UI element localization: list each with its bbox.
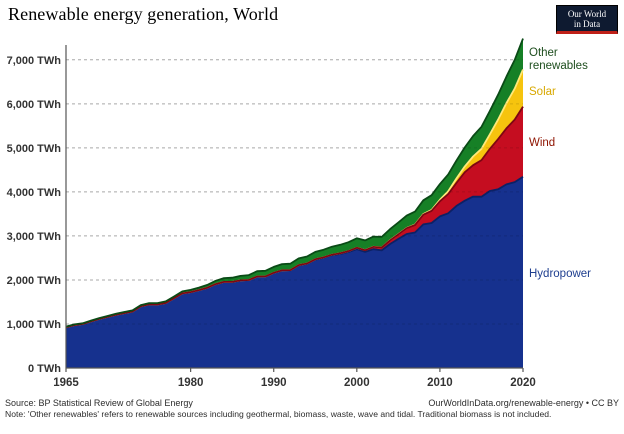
y-tick-label-7000: 7,000 TWh — [7, 55, 62, 67]
area-edge-other-renewables — [65, 38, 524, 328]
y-tick-label-0: 0 TWh — [28, 363, 61, 375]
y-tick-label-1000: 1,000 TWh — [7, 319, 62, 331]
area-wind[interactable] — [66, 106, 523, 328]
x-tick-label-2010: 2010 — [427, 377, 453, 389]
owid-logo-line2: in Data — [573, 18, 601, 29]
y-tick-label-6000: 6,000 TWh — [7, 99, 62, 111]
x-tick-label-1990: 1990 — [261, 377, 287, 389]
y-tick-label-3000: 3,000 TWh — [7, 231, 62, 243]
legend-label-solar[interactable]: Solar — [529, 86, 556, 98]
owid-logo[interactable]: Our World in Data — [556, 5, 618, 34]
chart-footer: Source: BP Statistical Review of Global … — [5, 398, 619, 419]
x-tick-label-2020: 2020 — [510, 377, 536, 389]
legend-label-hydropower[interactable]: Hydropower — [529, 268, 591, 280]
y-tick-label-5000: 5,000 TWh — [7, 143, 62, 155]
legend-label-other-renewables[interactable]: Other renewables — [529, 47, 588, 72]
attribution-link[interactable]: OurWorldInData.org/renewable-energy • CC… — [428, 398, 619, 408]
x-tick-label-1965: 1965 — [53, 377, 79, 389]
note-text: Note: 'Other renewables' refers to renew… — [5, 409, 552, 419]
x-tick-label-1980: 1980 — [178, 377, 204, 389]
page-title: Renewable energy generation, World — [8, 4, 279, 24]
y-tick-label-4000: 4,000 TWh — [7, 187, 62, 199]
legend-label-wind[interactable]: Wind — [529, 137, 556, 149]
owid-logo-line1: Our World — [567, 8, 607, 19]
area-edge-wind — [65, 106, 524, 329]
y-tick-label-2000: 2,000 TWh — [7, 275, 62, 287]
x-tick-label-2000: 2000 — [344, 377, 370, 389]
source-text: Source: BP Statistical Review of Global … — [5, 398, 193, 408]
area-hydropower[interactable] — [66, 176, 523, 368]
